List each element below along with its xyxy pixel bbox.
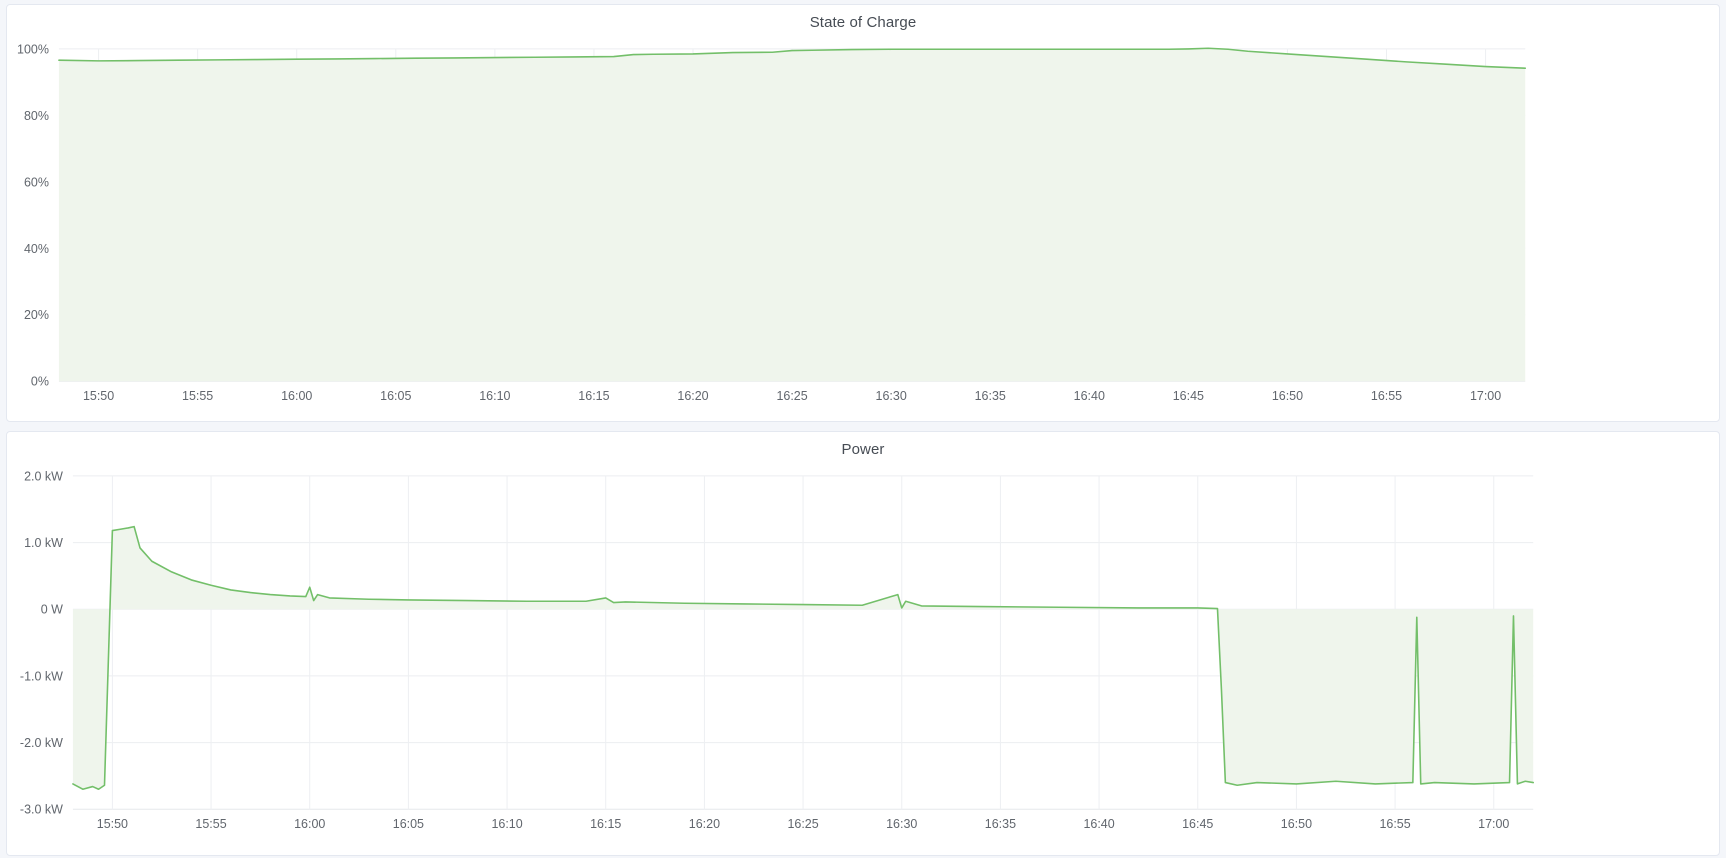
panel-title-state-of-charge: State of Charge: [809, 14, 917, 31]
x-axis-tick-label: 16:35: [975, 389, 1006, 403]
x-axis-tick-label: 16:40: [1083, 817, 1114, 831]
y-axis-tick-label: 20%: [24, 308, 49, 322]
x-axis-tick-label: 16:05: [380, 389, 411, 403]
x-axis-tick-label: 16:20: [677, 389, 708, 403]
x-axis-tick-label: 16:30: [886, 817, 917, 831]
series-line: [72, 525, 1535, 791]
y-axis-tick-label: -2.0 kW: [20, 736, 63, 750]
y-axis-tick-label: 40%: [24, 242, 49, 256]
y-axis-tick-label: 60%: [24, 175, 49, 189]
x-axis-tick-label: 15:50: [97, 817, 128, 831]
x-axis-tick-label: 16:45: [1182, 817, 1213, 831]
y-axis-tick-label: -3.0 kW: [20, 803, 63, 817]
x-axis-tick-label: 16:10: [479, 389, 510, 403]
y-axis-tick-label: 0 W: [41, 603, 63, 617]
chart-area-power[interactable]: -3.0 kW -2.0 kW -1.0 kW 0 W 1.0 kW 2.0 kW 15:5…: [7, 462, 1719, 855]
series-line: [58, 47, 1527, 69]
y-axis-tick-label: 0%: [31, 375, 49, 389]
x-axis-tick-label: 16:40: [1074, 389, 1105, 403]
y-axis-tick-label: 100%: [17, 42, 49, 56]
y-axis-tick-label: 1.0 kW: [24, 536, 63, 550]
x-axis-tick-label: 17:00: [1478, 817, 1509, 831]
panel-power: Power -3.0 kW -2.0 kW -1.0 kW 0 W 1.0 kW 2.0 …: [6, 431, 1720, 856]
chart-area-state-of-charge[interactable]: 0% 20% 40% 60% 80% 100% 15:50 15:55 16:00 16:05 16…: [7, 35, 1719, 421]
x-axis-tick-label: 16:10: [491, 817, 522, 831]
power-chart[interactable]: -3.0 kW -2.0 kW -1.0 kW 0 W 1.0 kW 2.0 kW 15:5…: [7, 462, 1719, 855]
x-axis-tick-label: 15:55: [195, 817, 226, 831]
x-axis-tick-label: 16:30: [876, 389, 907, 403]
x-axis-tick-label: 16:50: [1272, 389, 1303, 403]
series-area-fill: [58, 48, 1526, 382]
state-of-charge-chart[interactable]: 0% 20% 40% 60% 80% 100% 15:50 15:55 16:00 16:05 16…: [7, 35, 1719, 421]
x-axis-tick-label: 16:55: [1379, 817, 1410, 831]
x-axis-tick-label: 16:25: [787, 817, 818, 831]
y-axis-tick-label: 80%: [24, 109, 49, 123]
x-axis-tick-label: 16:15: [578, 389, 609, 403]
x-axis-tick-label: 16:15: [590, 817, 621, 831]
y-axis-tick-label: 2.0 kW: [24, 469, 63, 483]
x-axis-tick-label: 15:50: [83, 389, 114, 403]
x-axis-tick-label: 16:00: [281, 389, 312, 403]
x-axis-tick-label: 16:50: [1281, 817, 1312, 831]
panel-title-power: Power: [841, 441, 885, 458]
panel-state-of-charge: State of Charge 0% 20% 40% 60% 80% 100% 15:50 1…: [6, 4, 1720, 422]
series-area-fill: [72, 526, 1534, 790]
x-axis-tick-label: 17:00: [1470, 389, 1501, 403]
x-axis-tick-label: 16:00: [294, 817, 325, 831]
x-axis-tick-label: 16:05: [393, 817, 424, 831]
x-axis-tick-label: 16:45: [1173, 389, 1204, 403]
x-axis-tick-label: 16:25: [776, 389, 807, 403]
x-axis-tick-label: 15:55: [182, 389, 213, 403]
x-axis-tick-label: 16:35: [985, 817, 1016, 831]
x-axis-tick-label: 16:20: [689, 817, 720, 831]
y-axis-tick-label: -1.0 kW: [20, 669, 63, 683]
x-axis-tick-label: 16:55: [1371, 389, 1402, 403]
